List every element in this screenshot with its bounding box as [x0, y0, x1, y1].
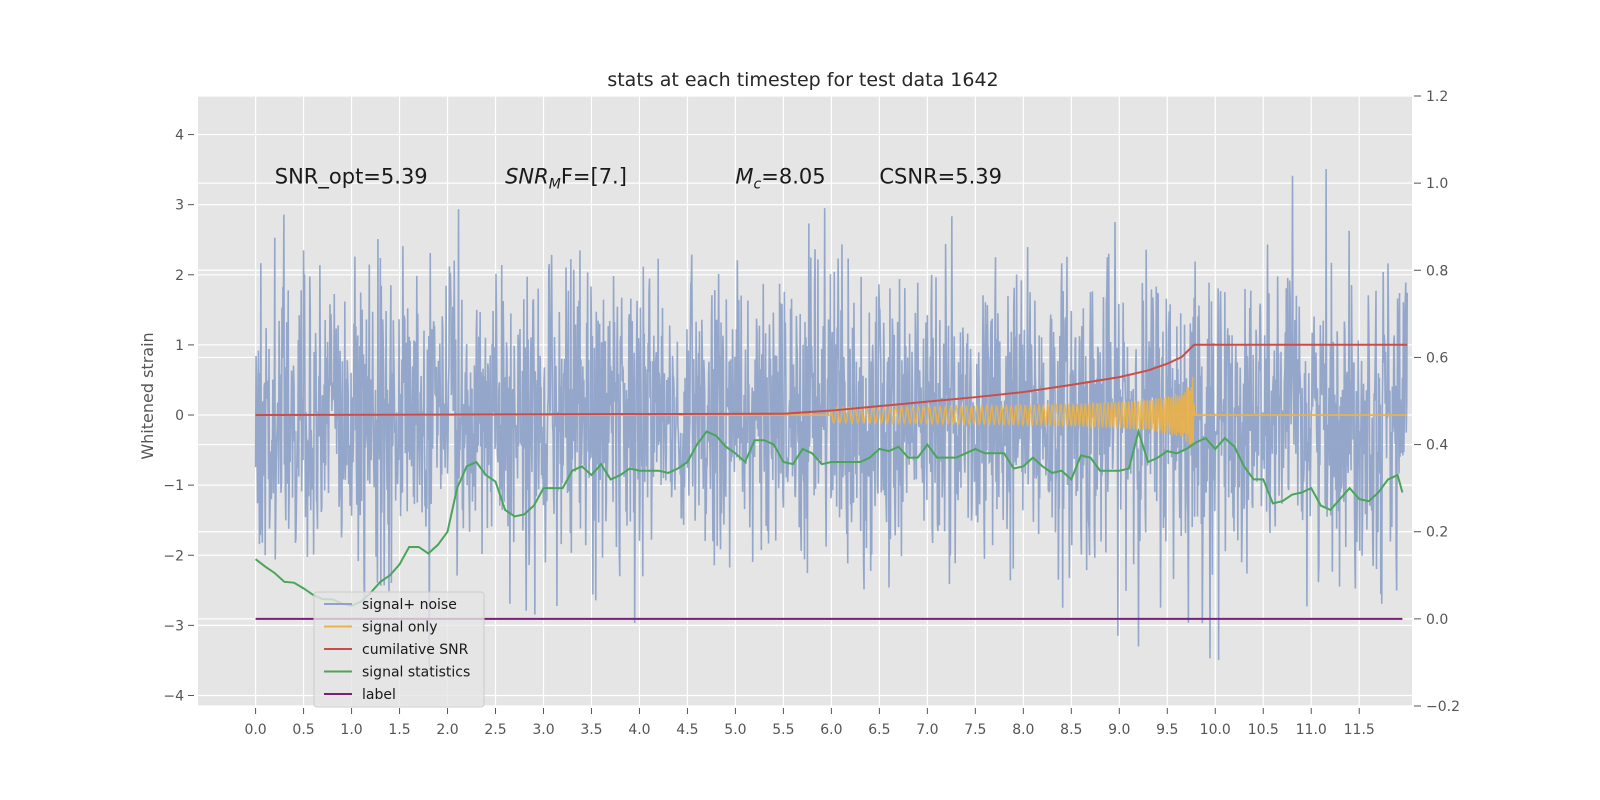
x-tick-label: 8.0: [1012, 722, 1034, 738]
y2-tick-label: 0.0: [1426, 612, 1448, 628]
x-tick-label: 10.0: [1200, 722, 1231, 738]
x-tick-label: 0.0: [244, 722, 266, 738]
x-axis: 0.0 0.5 1.0 1.5 2.0 2.5 3.0 3.5 4.0 4.5 5.0 5.5 6.0 6…: [244, 708, 1375, 738]
x-tick-label: 8.5: [1060, 722, 1082, 738]
x-tick-label: 1.5: [388, 722, 410, 738]
right-y-axis: 1.2 1.0 0.8 0.6 0.4 0.2 0.0 −0.2: [1414, 89, 1460, 715]
x-tick-label: 3.5: [580, 722, 602, 738]
signal-noise-line: [254, 169, 1408, 666]
x-tick-label: 5.5: [772, 722, 794, 738]
legend-label: label: [362, 687, 396, 703]
x-tick-label: 2.5: [484, 722, 506, 738]
annotations: SNR_opt=5.39 SNRMF=[7.] Mc=8.05 CSNR=5.39: [275, 165, 1002, 193]
x-tick-label: 4.0: [628, 722, 650, 738]
annotation-text: SNR_opt=5.39: [275, 165, 428, 190]
signal-statistics-line: [254, 427, 1404, 607]
x-tick-label: 11.0: [1296, 722, 1327, 738]
y2-tick-label: −0.2: [1426, 699, 1460, 715]
x-tick-label: 6.0: [820, 722, 842, 738]
y-tick-label: −3: [163, 618, 184, 634]
annotation-text: CSNR=5.39: [879, 165, 1002, 189]
y-tick-label: −2: [163, 548, 184, 564]
y2-tick-label: 1.2: [1426, 89, 1448, 105]
x-tick-label: 11.5: [1344, 722, 1375, 738]
x-tick-label: 9.0: [1108, 722, 1130, 738]
y-tick-label: 3: [175, 198, 184, 214]
y2-tick-label: 0.4: [1426, 438, 1448, 454]
x-tick-label: 1.0: [340, 722, 362, 738]
legend: signal+ noise signal only cumilative SNR si…: [313, 591, 485, 708]
y-tick-label: −1: [163, 478, 184, 494]
y-tick-label: −4: [163, 688, 184, 704]
legend-box: [313, 591, 485, 708]
y-tick-label: 2: [175, 268, 184, 284]
x-tick-label: 7.0: [916, 722, 938, 738]
annotation-text: Mc=8.05: [735, 165, 825, 193]
y-tick-label: 4: [175, 128, 184, 144]
x-tick-label: 0.5: [292, 722, 314, 738]
y-axis-label: Whitened strain: [138, 332, 157, 459]
x-tick-label: 7.5: [964, 722, 986, 738]
x-tick-label: 10.5: [1248, 722, 1279, 738]
y2-tick-label: 0.8: [1426, 263, 1448, 279]
legend-label: signal only: [362, 620, 437, 636]
x-tick-label: 3.0: [532, 722, 554, 738]
signal-noise-series: [254, 169, 1408, 666]
legend-label: cumilative SNR: [362, 642, 469, 658]
x-tick-label: 5.0: [724, 722, 746, 738]
x-tick-label: 2.0: [436, 722, 458, 738]
y2-tick-label: 1.0: [1426, 176, 1448, 192]
x-tick-label: 9.5: [1156, 722, 1178, 738]
chart-title: stats at each timestep for test data 164…: [607, 69, 998, 91]
x-tick-label: 4.5: [676, 722, 698, 738]
cumulative-snr-line: [255, 343, 1408, 417]
left-y-axis: 4 3 2 1 0 −1 −2 −3 −4: [163, 128, 194, 704]
x-tick-label: 6.5: [868, 722, 890, 738]
legend-label: signal statistics: [362, 665, 470, 681]
y2-tick-label: 0.2: [1426, 525, 1448, 541]
y-tick-label: 0: [175, 408, 184, 424]
y2-tick-label: 0.6: [1426, 350, 1448, 366]
annotation-text: SNRMF=[7.]: [505, 165, 627, 193]
legend-label: signal+ noise: [362, 597, 457, 613]
y-tick-label: 1: [175, 338, 184, 354]
